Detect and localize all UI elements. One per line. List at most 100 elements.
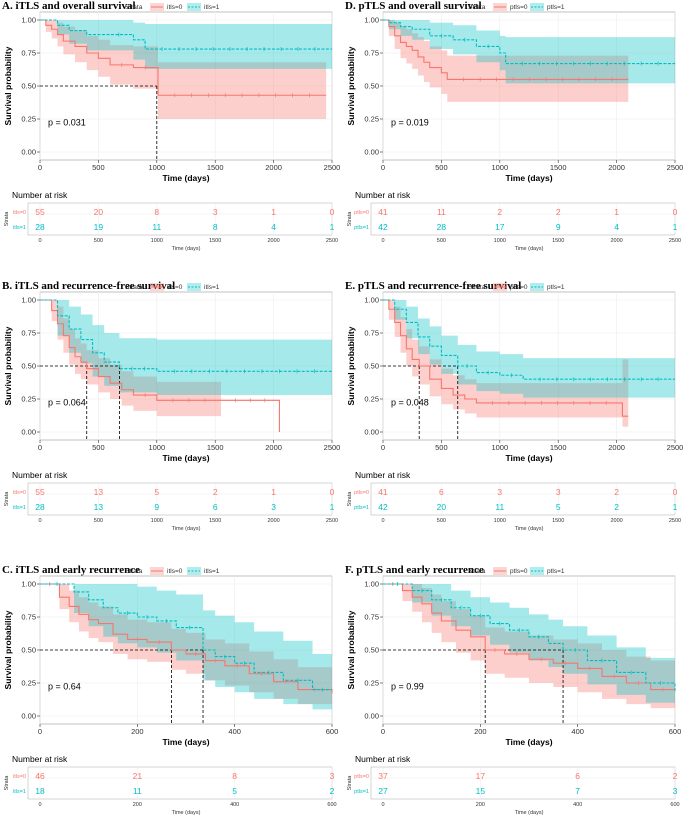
legend-swatch-1 <box>187 567 201 575</box>
y-tick-label: 0.25 <box>21 679 36 688</box>
risk-count: 5 <box>154 487 159 497</box>
legend-title: Strata <box>125 284 143 291</box>
x-tick-label: 500 <box>92 443 105 452</box>
x-tick-label: 1000 <box>491 443 508 452</box>
y-tick-label: 0.00 <box>364 712 379 721</box>
risk-x-tick: 2000 <box>267 238 279 244</box>
risk-x-tick: 500 <box>94 238 103 244</box>
x-tick-label: 2500 <box>324 443 341 452</box>
x-tick-label: 0 <box>38 727 42 736</box>
survival-curve-0 <box>40 583 333 694</box>
legend: Strata ptls=0 ptls=1 <box>468 567 565 575</box>
x-tick-label: 2000 <box>608 163 625 172</box>
y-tick-label: 0.50 <box>364 362 379 371</box>
y-tick-label: 1.00 <box>21 16 36 25</box>
risk-strata-1: ptls=1 <box>354 225 369 231</box>
risk-count: 11 <box>495 502 504 512</box>
risk-strata-0: ptls=0 <box>354 490 369 496</box>
risk-x-tick: 1000 <box>151 518 163 524</box>
risk-count: 9 <box>556 222 561 232</box>
x-tick-label: 400 <box>571 727 584 736</box>
risk-ylabel: Strata <box>4 211 10 227</box>
legend-title: Strata <box>125 568 143 575</box>
y-axis-label: Survival probability <box>3 326 13 405</box>
risk-x-tick: 400 <box>573 802 582 808</box>
x-tick-label: 500 <box>435 443 448 452</box>
risk-count: 1 <box>673 502 678 512</box>
ci-band-0 <box>40 300 222 417</box>
risk-ylabel: Strata <box>347 775 353 791</box>
ci-band-1 <box>383 300 675 398</box>
risk-count: 0 <box>330 207 335 217</box>
survival-curve-0 <box>383 583 675 691</box>
panel-title: C. iTLS and early recurrence <box>2 564 140 576</box>
y-tick-label: 1.00 <box>21 296 36 305</box>
y-tick-label: 0.25 <box>364 115 379 124</box>
x-tick-label: 1000 <box>148 163 165 172</box>
ci-band-1 <box>40 584 332 710</box>
legend-swatch-1 <box>530 283 544 291</box>
km-plot-svg: Strata itls=0 itls=10.000.250.500.751.000 2… <box>3 567 339 816</box>
x-tick-label: 2000 <box>608 443 625 452</box>
survival-curve-0 <box>383 19 629 80</box>
risk-count: 15 <box>476 786 486 796</box>
legend-label-0: itls=0 <box>167 568 183 575</box>
y-tick-label: 1.00 <box>21 580 36 589</box>
risk-x-tick: 400 <box>230 802 239 808</box>
risk-count: 8 <box>213 222 218 232</box>
x-tick-label: 200 <box>131 727 144 736</box>
legend-label-1: ptls=1 <box>547 284 565 291</box>
y-axis-label: Survival probability <box>3 610 13 689</box>
risk-x-tick: 2000 <box>610 518 622 524</box>
km-plot-svg: Strata ptls=0 ptls=10.000.250.500.751.000 5… <box>346 3 683 252</box>
legend-label-0: ptls=0 <box>510 568 528 575</box>
y-tick-label: 0.00 <box>364 428 379 437</box>
risk-ylabel: Strata <box>4 491 10 507</box>
y-tick-label: 1.00 <box>364 296 379 305</box>
risk-count: 11 <box>152 222 161 232</box>
risk-x-tick: 1000 <box>494 518 506 524</box>
y-tick-label: 0.00 <box>21 428 36 437</box>
risk-table-box <box>370 766 676 800</box>
x-tick-label: 600 <box>326 727 339 736</box>
risk-strata-1: itls=1 <box>13 789 26 795</box>
risk-count: 8 <box>232 771 237 781</box>
risk-table-box <box>27 202 333 236</box>
legend: Strata itls=0 itls=1 <box>125 283 220 291</box>
risk-strata-0: ptls=0 <box>354 210 369 216</box>
risk-ylabel: Strata <box>4 775 10 791</box>
x-tick-label: 0 <box>38 163 42 172</box>
survival-curve-1 <box>40 299 332 372</box>
ci-band-0 <box>383 584 675 709</box>
panel-f: F. pTLS and early recurrence Strata ptls=0… <box>343 564 685 838</box>
risk-table-box <box>370 202 676 236</box>
risk-count: 3 <box>271 502 276 512</box>
risk-count: 6 <box>439 487 444 497</box>
risk-x-tick: 2000 <box>610 238 622 244</box>
x-axis-label: Time (days) <box>505 453 552 463</box>
panel-title: B. iTLS and recurrence-free survival <box>2 280 176 292</box>
risk-x-tick: 0 <box>38 518 41 524</box>
y-tick-label: 1.00 <box>364 580 379 589</box>
x-tick-label: 0 <box>381 163 385 172</box>
risk-x-tick: 2500 <box>669 238 681 244</box>
y-tick-label: 0.00 <box>364 148 379 157</box>
legend-label-1: ptls=1 <box>547 4 565 11</box>
risk-table-title: Number at risk <box>355 190 411 200</box>
risk-count: 2 <box>673 771 678 781</box>
legend: Strata itls=0 itls=1 <box>125 567 220 575</box>
risk-x-tick: 2500 <box>669 518 681 524</box>
risk-count: 28 <box>35 502 45 512</box>
x-tick-label: 1000 <box>148 443 165 452</box>
risk-count: 4 <box>614 222 619 232</box>
legend-swatch-1 <box>530 3 544 11</box>
km-plot-svg: Strata ptls=0 ptls=10.000.250.500.751.000 2… <box>346 567 682 816</box>
y-tick-label: 0.50 <box>21 82 36 91</box>
x-tick-label: 1000 <box>491 163 508 172</box>
panel-b: B. iTLS and recurrence-free survival Stra… <box>0 280 342 554</box>
x-tick-label: 1500 <box>207 163 224 172</box>
risk-x-tick: 2500 <box>326 238 338 244</box>
risk-x-tick: 0 <box>381 518 384 524</box>
x-tick-label: 600 <box>669 727 682 736</box>
risk-count: 27 <box>378 786 388 796</box>
